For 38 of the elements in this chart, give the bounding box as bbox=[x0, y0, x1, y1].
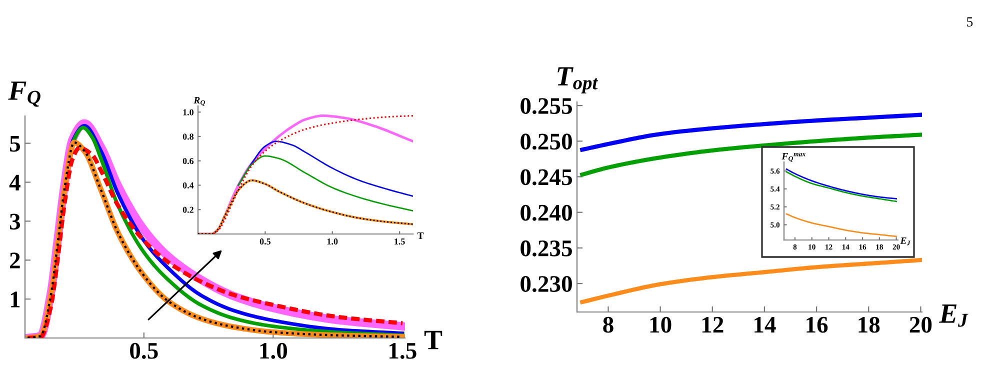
y-tick-label: 0.250 bbox=[520, 134, 572, 150]
x-axis-title: T bbox=[417, 232, 424, 239]
y-tick-label: 0.2 bbox=[182, 206, 194, 213]
y-axis-title: F$_{Q}$$^{max}$ bbox=[782, 153, 806, 162]
y-tick-label: 0.230 bbox=[520, 276, 572, 292]
y-tick-label: 0.235 bbox=[520, 240, 572, 256]
y-tick-label: 3 bbox=[10, 214, 20, 230]
y-tick-label: 4 bbox=[9, 174, 20, 190]
y-axis-title: R$_{Q}$ bbox=[194, 97, 205, 106]
x-tick-label: 0.5 bbox=[130, 342, 158, 359]
x-axis-title: T bbox=[424, 330, 442, 350]
y-tick-label: 0.255 bbox=[520, 98, 572, 114]
x-tick-label: 14 bbox=[754, 316, 776, 333]
y-tick-label: 0.245 bbox=[520, 169, 572, 186]
y-tick-label: 1 bbox=[10, 292, 20, 308]
y-tick-label: 0.8 bbox=[182, 134, 194, 140]
x-tick-label: 1.0 bbox=[327, 238, 338, 245]
y-axis-title: T$_{opt}$ bbox=[558, 67, 598, 94]
x-axis-title: E$_{J}$ bbox=[939, 304, 968, 327]
x-tick-label: 16 bbox=[806, 316, 828, 333]
x-tick-label: 12 bbox=[702, 316, 724, 333]
x-tick-label: 18 bbox=[858, 316, 880, 333]
x-tick-label: 10 bbox=[650, 316, 672, 333]
x-tick-label: 1.5 bbox=[390, 342, 416, 359]
y-tick-label: 5 bbox=[10, 136, 20, 152]
x-axis-title: E$_{J}$ bbox=[900, 237, 910, 246]
x-tick-label: 20 bbox=[910, 316, 932, 333]
y-tick-label: 0.4 bbox=[182, 182, 194, 188]
y-tick-label: 0.6 bbox=[182, 158, 194, 164]
y-tick-label: 0.240 bbox=[520, 204, 572, 221]
x-tick-label: 1.5 bbox=[394, 238, 405, 245]
x-tick-label: 0.5 bbox=[260, 238, 270, 245]
y-tick-label: 2 bbox=[10, 252, 20, 268]
x-tick-label: 8 bbox=[603, 316, 614, 333]
text: 5 bbox=[967, 17, 973, 27]
y-axis-title: F$_{Q}$ bbox=[8, 82, 40, 107]
y-tick-label: 1.0 bbox=[183, 109, 194, 116]
x-tick-label: 1.0 bbox=[260, 342, 288, 359]
